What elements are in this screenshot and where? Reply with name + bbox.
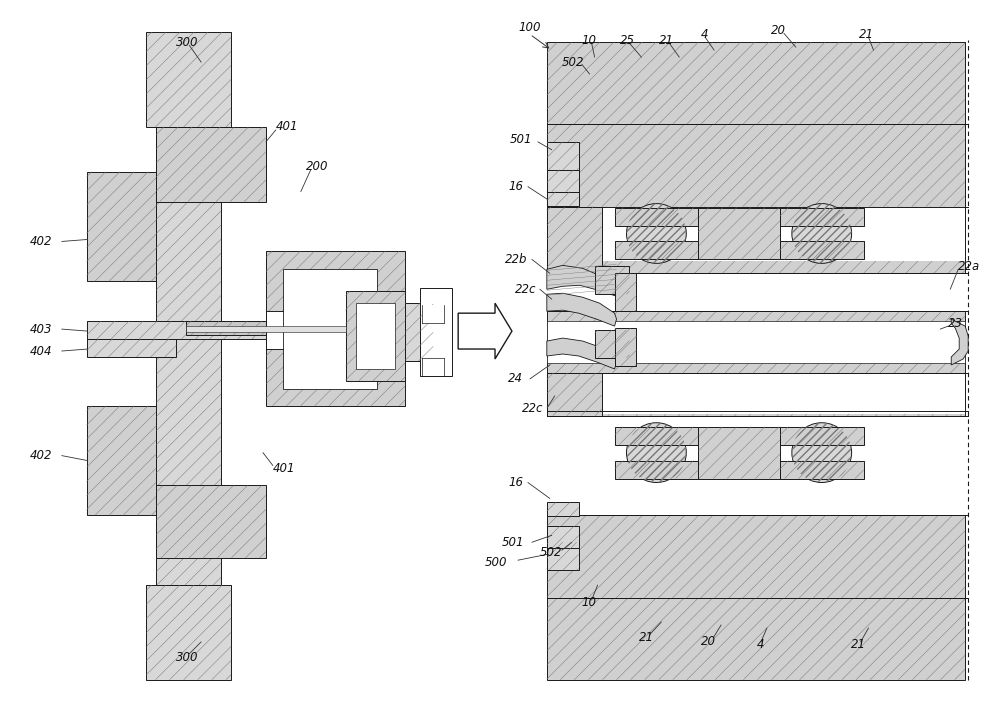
- Bar: [547, 515, 965, 598]
- Circle shape: [627, 203, 686, 263]
- Bar: [420, 288, 452, 376]
- Bar: [780, 461, 864, 479]
- Bar: [698, 427, 780, 479]
- Text: 300: 300: [176, 36, 199, 49]
- Circle shape: [627, 423, 686, 483]
- Bar: [346, 292, 405, 381]
- Polygon shape: [458, 303, 512, 359]
- Text: 402: 402: [30, 235, 52, 248]
- Bar: [547, 503, 579, 516]
- Text: 500: 500: [485, 556, 508, 569]
- Text: 401: 401: [276, 120, 298, 134]
- Text: 10: 10: [582, 596, 597, 609]
- Bar: [87, 172, 156, 282]
- Text: 23: 23: [948, 316, 963, 330]
- Bar: [547, 124, 965, 207]
- Bar: [186, 326, 346, 332]
- Polygon shape: [547, 265, 617, 296]
- Bar: [156, 127, 221, 585]
- Bar: [547, 542, 579, 570]
- Text: 22c: 22c: [522, 402, 543, 415]
- Bar: [547, 207, 602, 273]
- Text: 501: 501: [502, 536, 524, 549]
- Text: 25: 25: [620, 33, 635, 47]
- Bar: [156, 127, 266, 202]
- Polygon shape: [547, 293, 617, 326]
- Bar: [87, 321, 266, 339]
- Bar: [547, 311, 965, 373]
- Bar: [615, 273, 636, 311]
- Bar: [547, 526, 579, 548]
- Text: 22c: 22c: [515, 283, 536, 296]
- Text: 22b: 22b: [505, 253, 527, 266]
- Circle shape: [792, 203, 852, 263]
- Bar: [615, 208, 698, 225]
- Bar: [602, 374, 965, 414]
- Bar: [547, 170, 579, 192]
- Text: 401: 401: [273, 462, 295, 475]
- Text: 4: 4: [701, 28, 709, 41]
- Bar: [780, 427, 864, 444]
- Bar: [547, 321, 965, 363]
- Bar: [615, 461, 698, 479]
- Text: 20: 20: [771, 23, 786, 37]
- Text: 21: 21: [659, 33, 674, 47]
- Text: 502: 502: [562, 55, 584, 69]
- Bar: [405, 303, 433, 361]
- Bar: [547, 373, 965, 416]
- Polygon shape: [951, 319, 968, 365]
- Bar: [547, 141, 579, 170]
- Text: 16: 16: [508, 180, 523, 193]
- Bar: [547, 373, 602, 416]
- Bar: [595, 330, 629, 358]
- Bar: [547, 598, 965, 680]
- Text: 100: 100: [518, 21, 540, 34]
- Bar: [615, 328, 636, 366]
- Text: 22a: 22a: [958, 260, 980, 273]
- Bar: [780, 208, 864, 225]
- Bar: [698, 208, 780, 260]
- Text: 21: 21: [639, 631, 654, 644]
- Polygon shape: [547, 338, 617, 369]
- Bar: [146, 585, 231, 680]
- Text: 21: 21: [851, 638, 866, 651]
- Text: 16: 16: [508, 476, 523, 489]
- Text: 300: 300: [176, 651, 199, 664]
- Bar: [422, 305, 444, 323]
- Bar: [422, 358, 444, 376]
- Text: 404: 404: [30, 345, 52, 358]
- Bar: [595, 267, 629, 294]
- Bar: [615, 242, 698, 260]
- Text: 200: 200: [306, 160, 328, 173]
- Bar: [547, 207, 965, 273]
- Text: 4: 4: [757, 638, 764, 651]
- Bar: [615, 427, 698, 444]
- Bar: [186, 321, 266, 335]
- Bar: [87, 339, 176, 357]
- Text: 20: 20: [701, 636, 716, 648]
- Bar: [146, 32, 231, 127]
- Bar: [602, 207, 965, 262]
- Bar: [547, 192, 579, 205]
- Bar: [780, 242, 864, 260]
- Text: 501: 501: [510, 134, 532, 146]
- Bar: [547, 42, 965, 124]
- Bar: [283, 269, 377, 389]
- Text: 402: 402: [30, 449, 52, 462]
- Bar: [356, 303, 395, 369]
- Text: 24: 24: [508, 373, 523, 385]
- Circle shape: [792, 423, 852, 483]
- Bar: [266, 252, 405, 406]
- Bar: [87, 406, 156, 515]
- Bar: [266, 311, 283, 349]
- Bar: [156, 486, 266, 558]
- Text: 21: 21: [859, 28, 874, 41]
- Text: 10: 10: [582, 33, 597, 47]
- Text: 403: 403: [30, 323, 52, 336]
- Text: 502: 502: [540, 546, 562, 559]
